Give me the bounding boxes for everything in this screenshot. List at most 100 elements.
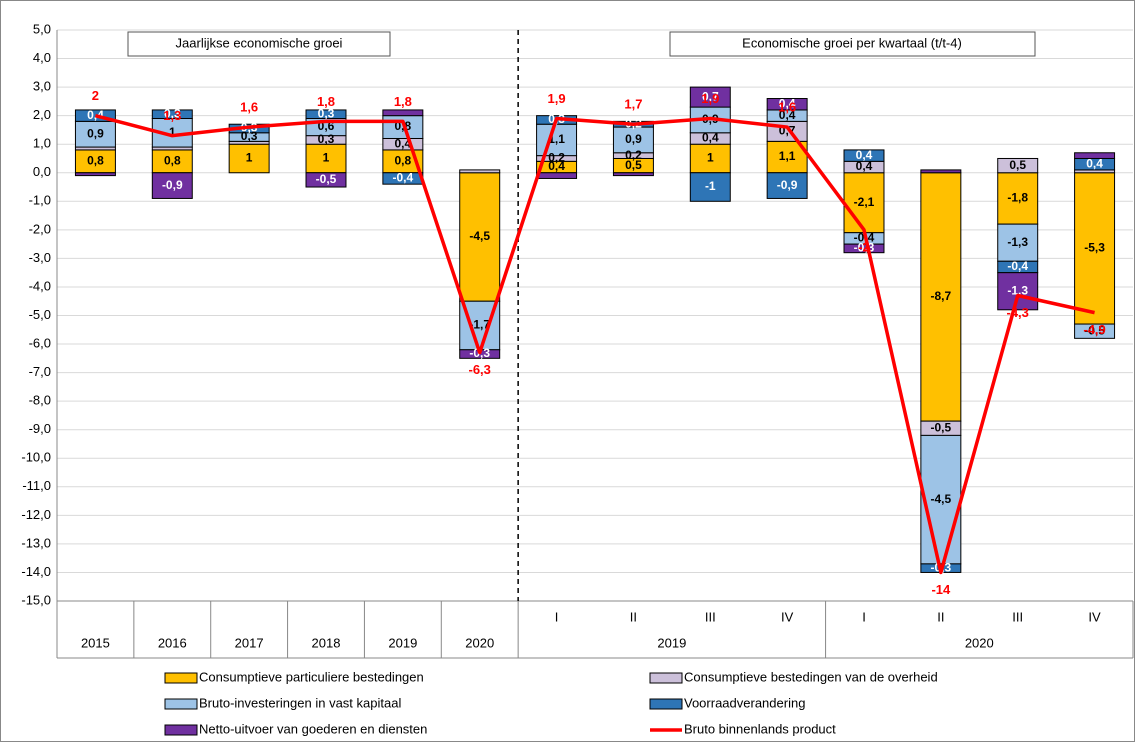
legend-label: Netto-uitvoer van goederen en diensten (199, 721, 427, 736)
y-tick-label: -15,0 (21, 592, 51, 607)
line-label: 1,8 (317, 94, 335, 109)
bar-segment (536, 172, 578, 179)
y-tick-label: -5,0 (29, 307, 51, 322)
data-label: 0,4 (702, 131, 719, 145)
bar-segment (766, 172, 808, 199)
line-label: 1,8 (394, 94, 412, 109)
data-label: 0,4 (856, 148, 873, 162)
bar-segment (1074, 172, 1116, 325)
y-tick-label: -14,0 (21, 564, 51, 579)
y-tick-label: -7,0 (29, 364, 51, 379)
legend-label: Bruto-investeringen in vast kapitaal (199, 695, 401, 710)
legend-swatch (164, 672, 198, 684)
bar-segment (228, 143, 270, 174)
x-tick-label: 2015 (81, 635, 110, 650)
line-label: -4,3 (1007, 305, 1029, 320)
data-label: 1,1 (779, 149, 796, 163)
data-label: 1 (707, 151, 714, 165)
data-label: 0,3 (318, 132, 335, 146)
x-tick-label: 2016 (158, 635, 187, 650)
bar-segment (459, 172, 501, 302)
panel-title: Jaarlijkse economische groei (176, 35, 343, 50)
data-label: 0,5 (1009, 158, 1026, 172)
bar-segment (689, 86, 731, 108)
data-label: -0,5 (316, 172, 337, 186)
y-tick-label: -9,0 (29, 421, 51, 436)
y-tick-label: -6,0 (29, 335, 51, 350)
data-label: 0,2 (548, 151, 565, 165)
bar-segment (997, 272, 1039, 311)
y-tick-label: -8,0 (29, 393, 51, 408)
bar-segment (766, 98, 808, 111)
data-label: 0,8 (164, 154, 181, 168)
data-label: -0,9 (777, 178, 798, 192)
line-label: -14 (931, 582, 951, 597)
bar-segment (920, 169, 962, 174)
bar-segment (151, 109, 193, 120)
y-tick-label: -10,0 (21, 450, 51, 465)
bar-segment (1074, 323, 1116, 339)
x-group-label: 2020 (965, 635, 994, 650)
y-tick-label: -2,0 (29, 221, 51, 236)
bar-segment (997, 172, 1039, 225)
bar-segment (74, 120, 116, 148)
bar-segment (74, 172, 116, 177)
data-label: 0,9 (87, 126, 104, 140)
x-tick-label: 2018 (312, 635, 341, 650)
y-tick-label: -13,0 (21, 535, 51, 550)
data-label: 1 (323, 151, 330, 165)
data-label: 0,4 (87, 108, 104, 122)
y-tick-label: -11,0 (22, 478, 51, 493)
y-tick-label: 0,0 (33, 164, 51, 179)
x-tick-label: I (862, 609, 866, 624)
x-tick-label: 2017 (235, 635, 264, 650)
data-label: 0,2 (625, 148, 642, 162)
data-label: 0,3 (318, 106, 335, 120)
line-label: 1,6 (778, 100, 796, 115)
line-label: 2 (92, 88, 99, 103)
legend-swatch (164, 698, 198, 710)
bar-segment (920, 172, 962, 422)
x-tick-label: 2019 (388, 635, 417, 650)
data-label: 1 (246, 151, 253, 165)
data-label: -1,3 (1007, 235, 1028, 249)
grid (57, 29, 1133, 602)
bar-segment (843, 243, 885, 254)
x-tick-label: 2020 (465, 635, 494, 650)
data-label: -0,5 (1084, 323, 1105, 337)
data-label: 0,5 (625, 158, 642, 172)
y-tick-label: 5,0 (33, 21, 51, 36)
bar-segment (1074, 152, 1116, 159)
data-label: 0,4 (548, 159, 565, 173)
line-label: 1,9 (548, 91, 566, 106)
y-tick-label: 2,0 (33, 107, 51, 122)
x-tick-label: IV (1088, 609, 1101, 624)
bar-segment (843, 149, 885, 162)
data-label: 0,3 (241, 129, 258, 143)
data-label: 0,8 (87, 154, 104, 168)
bar-segment (997, 157, 1039, 174)
data-label: -4,5 (469, 229, 490, 243)
data-label: 0,7 (702, 89, 719, 103)
bar-segment (997, 223, 1039, 262)
data-label: -1 (705, 179, 716, 193)
y-tick-label: -4,0 (29, 278, 51, 293)
data-label: -4,5 (931, 492, 952, 506)
x-tick-label: II (937, 609, 944, 624)
x-tick-label: II (630, 609, 637, 624)
legend-label: Consumptieve bestedingen van de overheid (684, 669, 938, 684)
y-tick-label: 3,0 (33, 79, 51, 94)
data-label: -0,4 (393, 171, 414, 185)
data-label: -1,7 (469, 318, 490, 332)
data-label: 0,9 (625, 132, 642, 146)
bar-segment (305, 109, 347, 120)
data-label: -8,7 (931, 289, 952, 303)
legend-label: Bruto binnenlands product (684, 721, 836, 736)
line-label: 1,7 (624, 97, 642, 112)
data-label: 0,4 (779, 108, 796, 122)
bar-segment (151, 172, 193, 199)
data-label: 0,4 (779, 96, 796, 110)
data-label: 0,4 (1086, 156, 1103, 170)
x-tick-label: III (705, 609, 716, 624)
panel-title: Economische groei per kwartaal (t/t-4) (742, 35, 962, 50)
